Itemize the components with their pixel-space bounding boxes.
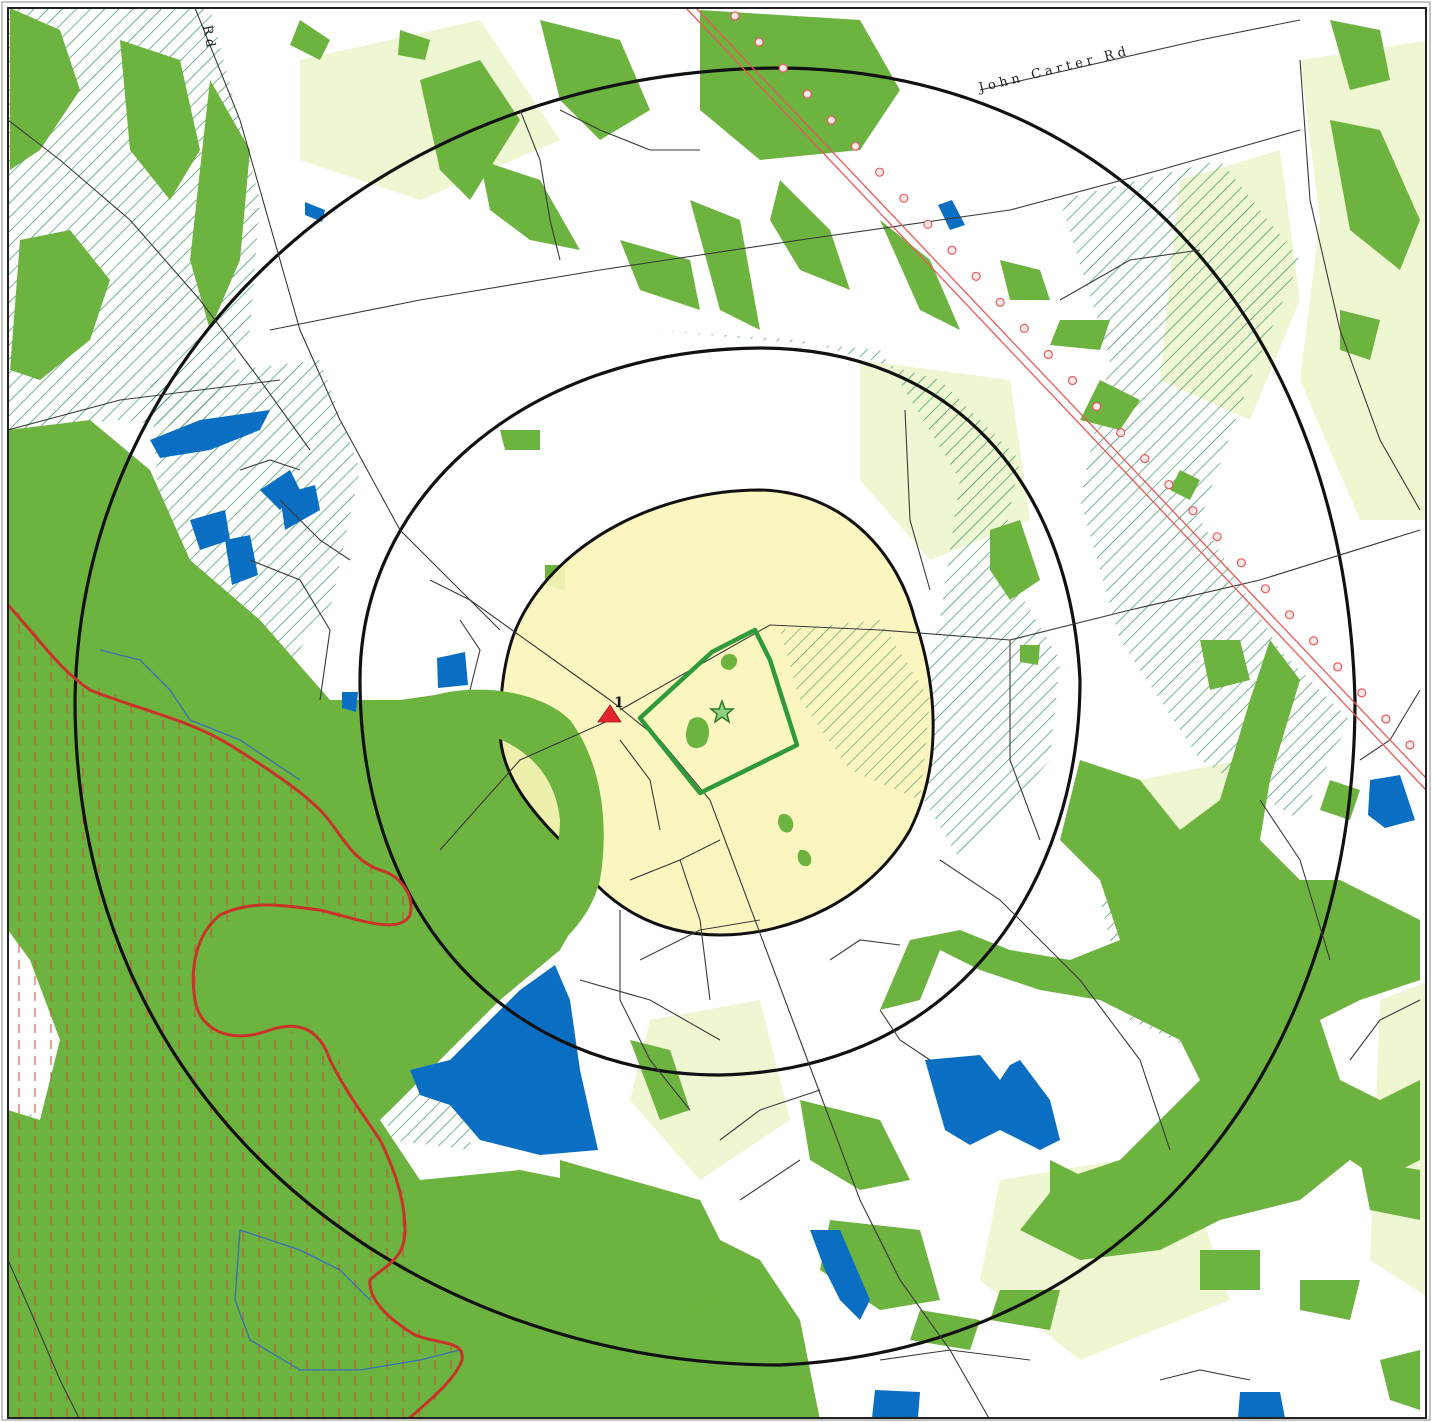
pipeline-nodes — [730, 11, 1415, 750]
pipeline-node — [730, 11, 740, 21]
buffer-rings — [73, 66, 1357, 1367]
pipeline-node — [1405, 740, 1415, 750]
marker-label: 1 — [614, 695, 624, 711]
pipeline-node — [778, 63, 788, 73]
pipeline-node — [971, 271, 981, 281]
pipeline-node — [899, 193, 909, 203]
pipeline-line — [685, 8, 1426, 791]
pipeline-node — [1067, 375, 1078, 386]
pipeline-node — [1357, 688, 1367, 698]
pipeline-node — [1212, 532, 1222, 542]
pipeline-node — [1188, 506, 1198, 516]
road-label-rd: Rd — [199, 24, 218, 52]
pipeline-node — [850, 141, 861, 151]
pipeline-node — [995, 297, 1005, 307]
red-hatched-zone — [8, 600, 460, 1418]
pipeline-node — [1091, 401, 1102, 412]
pipeline-node — [1308, 636, 1319, 646]
pipeline-node — [1019, 323, 1029, 333]
pipeline-node — [1284, 610, 1295, 620]
pipeline-node — [1164, 480, 1174, 490]
buffer-ring-middle — [358, 346, 1082, 1077]
pipeline-node — [1236, 558, 1246, 568]
pipeline-node — [754, 37, 764, 47]
map-border — [7, 7, 1427, 1419]
pipeline-node — [923, 219, 933, 229]
pipeline-node — [1043, 349, 1054, 360]
triangle-marker-icon — [597, 704, 622, 723]
streams — [99, 649, 461, 1371]
pipeline-node — [1381, 714, 1391, 724]
pipeline-node — [1260, 584, 1271, 594]
river — [8, 603, 464, 1418]
pipeline-node — [947, 245, 957, 255]
star-icon — [708, 698, 736, 724]
pipeline-node — [874, 167, 885, 177]
pipeline-node — [1140, 454, 1150, 464]
site-boundary — [637, 627, 800, 796]
site-zone-hatch — [780, 620, 930, 800]
water-bodies — [150, 200, 1415, 1418]
forest-channel — [420, 689, 604, 980]
road-network — [8, 8, 1421, 1418]
buffer-ring-outer — [73, 66, 1357, 1367]
pipeline-node — [1116, 428, 1126, 438]
pipeline-node — [826, 115, 837, 125]
pipeline-node — [802, 89, 812, 99]
pipeline-node — [1333, 662, 1343, 672]
